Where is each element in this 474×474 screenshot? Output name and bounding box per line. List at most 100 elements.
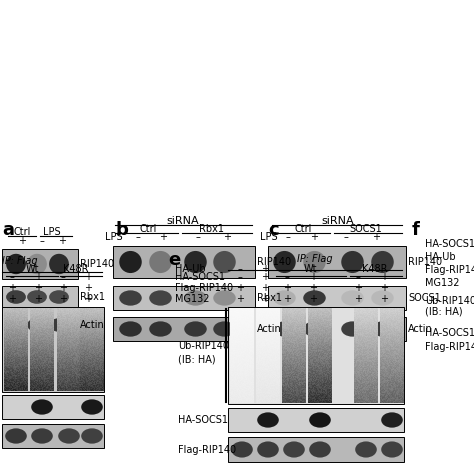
- Ellipse shape: [149, 251, 172, 273]
- Text: +: +: [59, 283, 67, 293]
- Text: HA-Ub: HA-Ub: [175, 264, 206, 274]
- Text: +: +: [283, 294, 291, 304]
- Text: RIP140: RIP140: [80, 259, 114, 269]
- Text: Ub-RIP140: Ub-RIP140: [178, 341, 229, 351]
- Bar: [2, 314, 78, 336]
- Ellipse shape: [371, 321, 394, 337]
- Ellipse shape: [213, 291, 236, 306]
- Ellipse shape: [49, 318, 69, 332]
- Ellipse shape: [341, 251, 364, 273]
- Text: +: +: [309, 294, 317, 304]
- Ellipse shape: [355, 441, 377, 457]
- Bar: [113, 246, 255, 278]
- Ellipse shape: [303, 321, 326, 337]
- Text: –: –: [39, 236, 45, 246]
- Text: LPS: LPS: [105, 232, 123, 242]
- Text: –: –: [237, 272, 242, 282]
- Text: SOCS1: SOCS1: [408, 293, 441, 303]
- Bar: [113, 286, 255, 310]
- Text: +: +: [34, 283, 42, 293]
- Bar: [113, 317, 255, 341]
- Text: +: +: [309, 283, 317, 293]
- Bar: [268, 317, 406, 341]
- Text: K48R: K48R: [63, 264, 89, 274]
- Bar: [2, 286, 78, 308]
- Text: +: +: [372, 232, 380, 242]
- Text: Wt: Wt: [25, 264, 39, 274]
- Text: c: c: [268, 221, 279, 239]
- Ellipse shape: [6, 290, 26, 304]
- Ellipse shape: [303, 291, 326, 306]
- Text: HA-SOCS1: HA-SOCS1: [175, 272, 225, 282]
- Ellipse shape: [6, 254, 26, 274]
- Text: +: +: [223, 232, 231, 242]
- Text: +: +: [283, 283, 291, 293]
- Text: +: +: [380, 283, 388, 293]
- Text: +: +: [84, 283, 92, 293]
- Ellipse shape: [149, 291, 172, 306]
- Text: LPS: LPS: [260, 232, 278, 242]
- Text: –: –: [237, 264, 242, 274]
- Bar: [2, 249, 78, 279]
- Text: HA-SOCS1: HA-SOCS1: [178, 415, 228, 425]
- Ellipse shape: [81, 400, 103, 415]
- Text: Ub-RIP140: Ub-RIP140: [425, 296, 474, 306]
- Ellipse shape: [5, 428, 27, 444]
- Text: f: f: [412, 221, 420, 239]
- Ellipse shape: [119, 291, 142, 306]
- Text: MG132: MG132: [425, 278, 459, 288]
- Ellipse shape: [119, 321, 142, 337]
- Ellipse shape: [273, 321, 296, 337]
- Text: Actin: Actin: [257, 324, 282, 334]
- Text: Flag-RIP140: Flag-RIP140: [425, 265, 474, 275]
- Text: +: +: [261, 272, 269, 282]
- Text: +: +: [159, 232, 167, 242]
- Text: Wt: Wt: [303, 264, 317, 274]
- Text: –: –: [285, 232, 291, 242]
- Bar: [2, 307, 104, 392]
- Text: +: +: [34, 294, 42, 304]
- Text: +: +: [236, 283, 244, 293]
- Text: RIP140: RIP140: [257, 257, 291, 267]
- Ellipse shape: [58, 428, 80, 444]
- Ellipse shape: [184, 291, 207, 306]
- Ellipse shape: [371, 251, 394, 273]
- Text: +: +: [309, 272, 317, 282]
- Text: e: e: [168, 251, 180, 269]
- Text: Ctrl: Ctrl: [13, 227, 31, 237]
- Text: Flag-RIP140: Flag-RIP140: [425, 342, 474, 352]
- Bar: [228, 408, 404, 432]
- Bar: [268, 286, 406, 310]
- Ellipse shape: [303, 251, 326, 273]
- Bar: [228, 307, 404, 404]
- Text: Rbx1: Rbx1: [200, 224, 225, 234]
- Text: SOCS1: SOCS1: [350, 224, 383, 234]
- Text: +: +: [310, 232, 318, 242]
- Bar: [268, 246, 406, 278]
- Ellipse shape: [119, 251, 142, 273]
- Text: IP: Flag: IP: Flag: [2, 256, 37, 266]
- Text: HA-Ub: HA-Ub: [425, 252, 456, 262]
- Text: +: +: [58, 236, 66, 246]
- Ellipse shape: [309, 441, 331, 457]
- Ellipse shape: [49, 254, 69, 274]
- Bar: [2, 395, 104, 419]
- Text: Actin: Actin: [408, 324, 433, 334]
- Text: –: –: [61, 272, 65, 282]
- Ellipse shape: [381, 441, 403, 457]
- Text: siRNA: siRNA: [322, 216, 354, 226]
- Ellipse shape: [309, 412, 331, 428]
- Text: +: +: [236, 294, 244, 304]
- Text: +: +: [261, 283, 269, 293]
- Bar: [228, 437, 404, 462]
- Text: K48R: K48R: [362, 264, 388, 274]
- Text: Flag-RIP140: Flag-RIP140: [178, 445, 236, 455]
- Ellipse shape: [371, 291, 394, 306]
- Ellipse shape: [283, 441, 305, 457]
- Ellipse shape: [231, 441, 253, 457]
- Ellipse shape: [31, 428, 53, 444]
- Text: –: –: [196, 232, 201, 242]
- Text: +: +: [8, 294, 16, 304]
- Text: +: +: [84, 272, 92, 282]
- Text: LPS: LPS: [43, 227, 61, 237]
